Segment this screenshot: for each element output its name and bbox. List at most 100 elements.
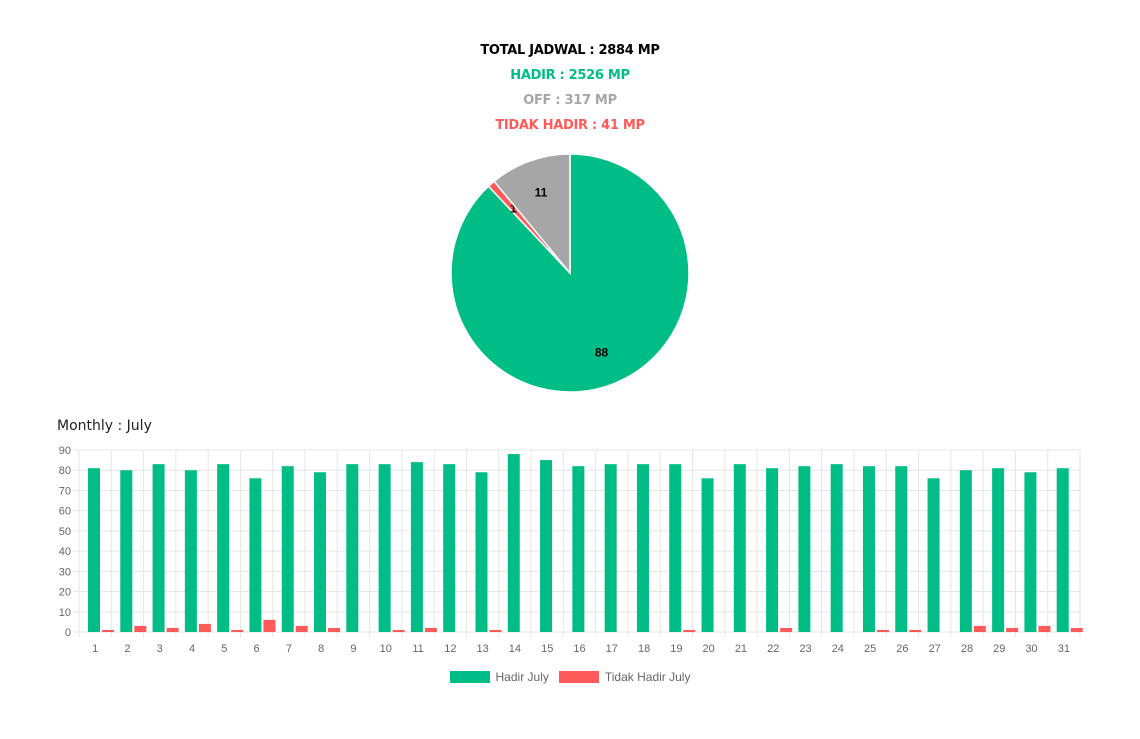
legend-label-tidak-hadir: Tidak Hadir July [604,670,691,684]
bar-tidak-hadir[interactable] [876,629,889,632]
y-tick-label: 60 [59,506,71,518]
x-tick-label: 23 [799,643,811,655]
bar-hadir[interactable] [1024,472,1037,632]
bar-hadir[interactable] [152,464,165,632]
bar-hadir[interactable] [281,466,294,632]
bar-hadir[interactable] [314,472,327,632]
bar-hadir[interactable] [701,478,714,632]
bar-hadir[interactable] [249,478,262,632]
bar-hadir[interactable] [636,464,649,632]
bar-hadir[interactable] [378,464,391,632]
bar-hadir[interactable] [88,468,100,632]
y-tick-label: 10 [59,607,71,619]
bar-hadir[interactable] [604,464,617,632]
bar-tidak-hadir[interactable] [1006,627,1019,632]
bar-hadir[interactable] [895,466,908,632]
bar-tidak-hadir[interactable] [295,625,308,632]
bar-hadir[interactable] [475,472,488,632]
x-tick-label: 1 [92,643,98,655]
bar-tidak-hadir[interactable] [263,619,276,632]
x-tick-label: 4 [189,643,195,655]
bar-hadir[interactable] [830,464,843,632]
bar-hadir[interactable] [217,464,230,632]
absent-text: TIDAK HADIR : 41 MP [495,118,645,133]
bar-hadir[interactable] [540,460,553,632]
pie-slice-off[interactable] [493,153,571,276]
x-tick-label: 27 [929,643,941,655]
x-tick-label: 11 [412,643,423,655]
x-tick-label: 10 [380,643,392,655]
monthly-chart-title: Monthly : July [57,418,152,434]
legend-item-hadir[interactable]: Hadir July [449,670,549,684]
bar-hadir[interactable] [733,464,746,632]
x-tick-label: 3 [157,643,163,655]
bar-tidak-hadir[interactable] [392,629,405,632]
bar-hadir[interactable] [572,466,585,632]
pie-label-off: 11 [535,185,548,199]
legend-item-tidak-hadir[interactable]: Tidak Hadir July [558,670,691,684]
x-tick-label: 16 [573,643,585,655]
bar-hadir[interactable] [927,478,940,632]
pie-label-hadir: 88 [595,346,609,360]
legend-swatch-hadir [449,671,490,683]
bar-tidak-hadir[interactable] [683,629,696,632]
bar-hadir[interactable] [992,468,1005,632]
y-tick-label: 30 [59,566,71,578]
x-tick-label: 9 [350,643,356,655]
y-tick-label: 80 [59,465,71,477]
bar-hadir[interactable] [443,464,456,632]
pie-slice-hadir[interactable] [450,153,690,393]
bar-hadir[interactable] [410,462,423,632]
bar-tidak-hadir[interactable] [102,629,114,632]
y-tick-label: 0 [65,627,71,639]
bar-tidak-hadir[interactable] [973,625,986,632]
y-tick-label: 90 [59,445,71,457]
x-tick-label: 28 [961,643,973,655]
x-tick-label: 7 [286,643,292,655]
bar-tidak-hadir[interactable] [134,625,147,632]
bar-tidak-hadir[interactable] [1070,627,1083,632]
pie-label-tidak-hadir: 1 [510,202,517,216]
x-tick-label: 18 [638,643,650,655]
x-tick-label: 24 [832,643,844,655]
bar-tidak-hadir[interactable] [166,627,179,632]
x-tick-label: 19 [670,643,682,655]
bar-chart-legend: Hadir July Tidak Hadir July [0,670,1140,684]
x-tick-label: 25 [864,643,876,655]
x-tick-label: 31 [1058,643,1070,655]
bar-tidak-hadir[interactable] [231,629,244,632]
total-schedule-text: TOTAL JADWAL : 2884 MP [480,43,660,58]
bar-hadir[interactable] [959,470,972,632]
bar-hadir[interactable] [798,466,811,632]
bar-tidak-hadir[interactable] [780,627,793,632]
x-tick-label: 20 [703,643,715,655]
x-tick-label: 22 [767,643,779,655]
bar-hadir[interactable] [862,466,875,632]
bar-tidak-hadir[interactable] [198,623,211,632]
bar-hadir[interactable] [669,464,682,632]
bar-tidak-hadir[interactable] [489,629,502,632]
x-tick-label: 13 [477,643,489,655]
x-tick-label: 2 [124,643,130,655]
present-text: HADIR : 2526 MP [510,68,630,83]
bar-tidak-hadir[interactable] [424,627,437,632]
legend-swatch-tidak-hadir [558,671,599,683]
bar-tidak-hadir[interactable] [909,629,922,632]
bar-hadir[interactable] [1056,468,1069,632]
x-tick-label: 30 [1025,643,1037,655]
bar-hadir[interactable] [346,464,359,632]
bar-hadir[interactable] [120,470,133,632]
off-text: OFF : 317 MP [523,93,617,108]
x-tick-label: 29 [993,643,1005,655]
x-tick-label: 12 [444,643,456,655]
bar-tidak-hadir[interactable] [328,627,341,632]
x-tick-label: 14 [509,643,521,655]
bar-hadir[interactable] [184,470,197,632]
bar-hadir[interactable] [507,454,520,632]
bar-hadir[interactable] [766,468,779,632]
bar-tidak-hadir[interactable] [1038,625,1051,632]
x-tick-label: 6 [254,643,260,655]
x-tick-label: 17 [606,643,618,655]
x-tick-label: 21 [735,643,747,655]
